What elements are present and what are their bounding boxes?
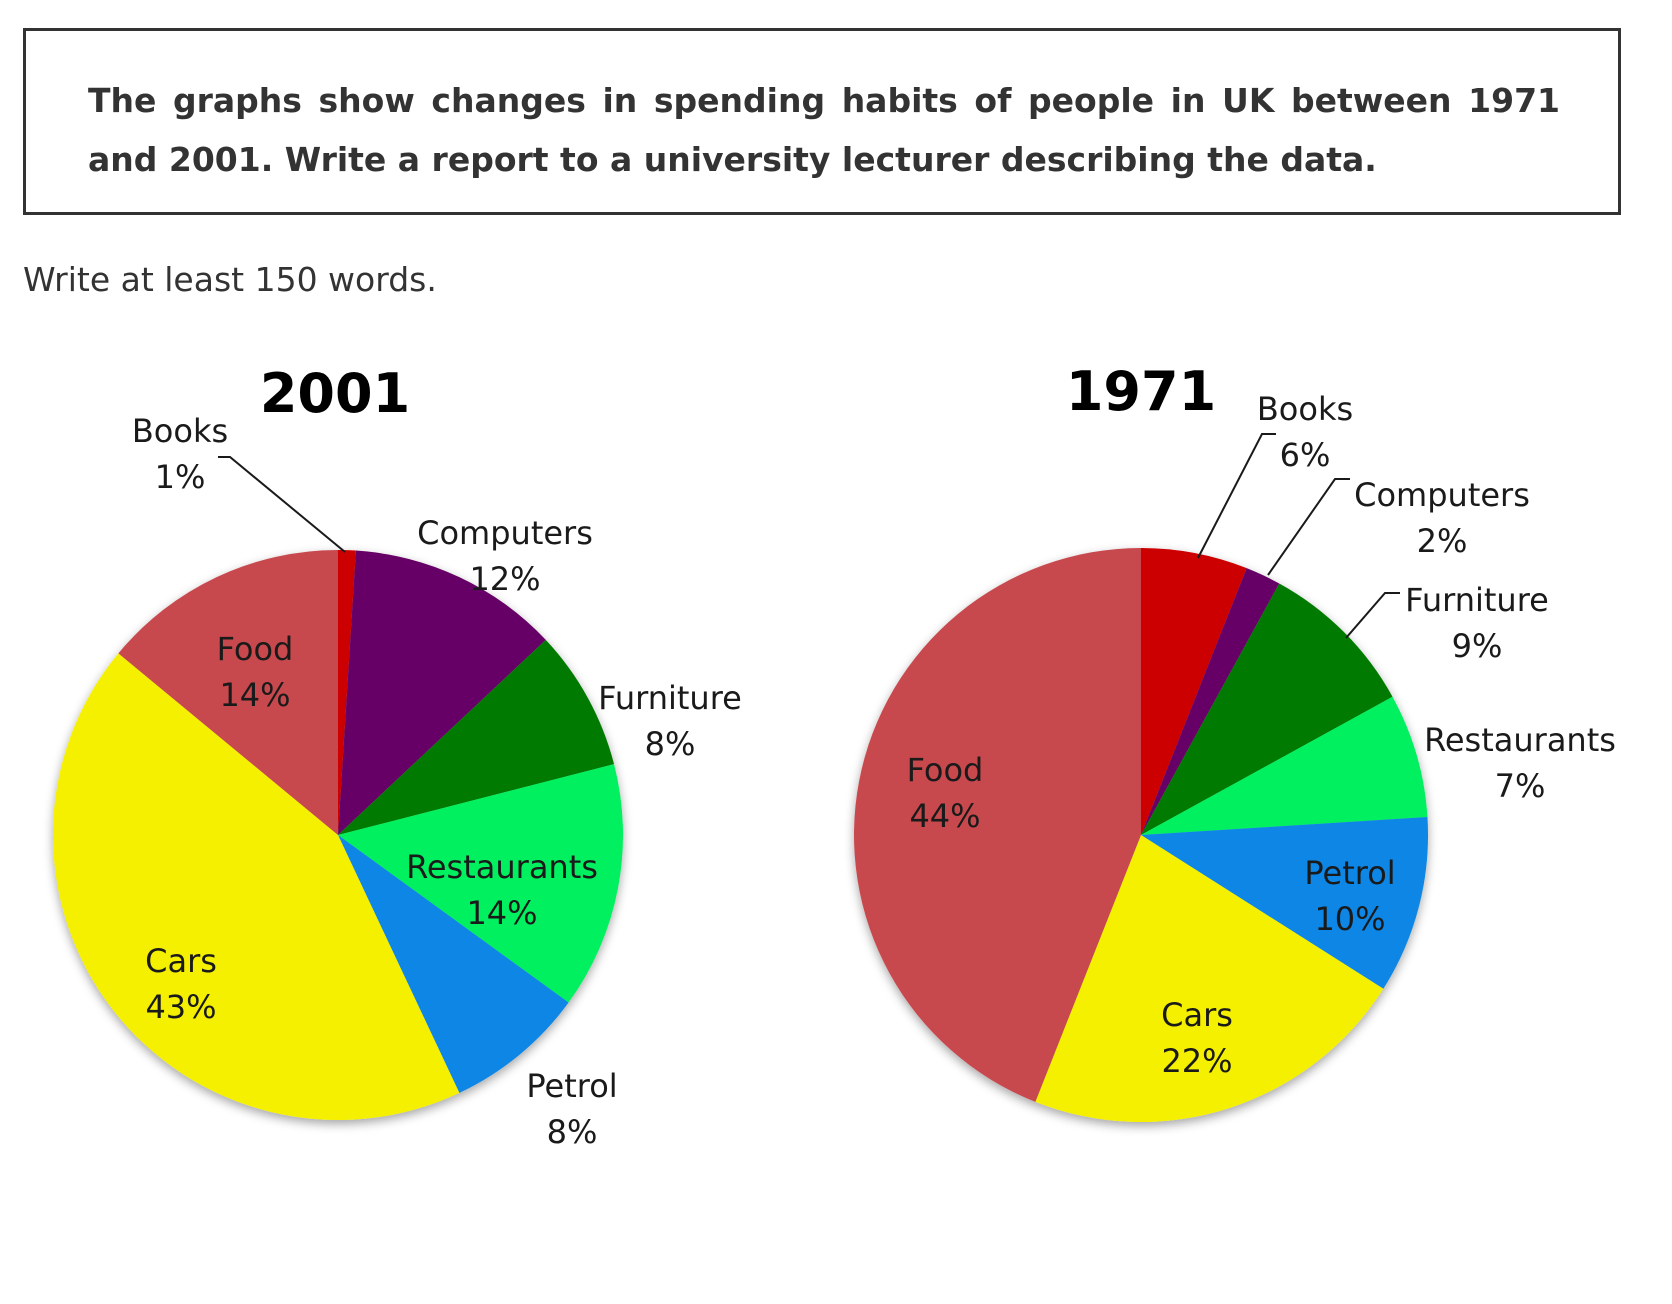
slice-label-computers-1971: Computers — [1354, 476, 1530, 514]
pie-slice-computers-2001 — [338, 550, 546, 835]
pie-slice-restaurants-1971 — [1141, 696, 1428, 835]
slice-value-books-1971: 6% — [1280, 436, 1331, 474]
leader-line-books-2001 — [218, 456, 346, 553]
slice-label-food-1971: Food — [907, 751, 984, 789]
pie-2001-labels: Books 1% Computers 12% Furniture 8% Restaurant… — [132, 412, 742, 1151]
slice-value-computers-2001: 12% — [469, 560, 540, 598]
pie-slice-food-2001 — [118, 550, 339, 835]
pie-slice-petrol-1971 — [1141, 816, 1428, 989]
pie-chart-1971: 1971 Books 6% Computers 2% Furniture 9% Restau… — [853, 360, 1616, 1123]
slice-label-petrol-2001: Petrol — [526, 1067, 617, 1105]
pie-charts: 2001 Books 1% Computers 12% Furniture 8% Resta… — [52, 360, 1616, 1151]
pie-slice-books-2001 — [338, 550, 356, 835]
task-prompt-box: The graphs show changes in spending habi… — [23, 28, 1621, 215]
pie-slice-books-1971 — [1141, 548, 1247, 835]
pie-slice-petrol-2001 — [338, 835, 569, 1093]
pie-2001-leader-lines — [218, 456, 346, 553]
word-count-instruction: Write at least 150 words. — [23, 260, 437, 299]
slice-label-restaurants-1971: Restaurants — [1424, 721, 1616, 759]
leader-line-books-1971 — [1197, 433, 1276, 559]
slice-value-books-2001: 1% — [155, 458, 206, 496]
pie-chart-2001: 2001 Books 1% Computers 12% Furniture 8% Resta… — [52, 362, 742, 1151]
slice-label-restaurants-2001: Restaurants — [406, 848, 598, 886]
slice-label-cars-2001: Cars — [145, 942, 217, 980]
slice-value-cars-2001: 43% — [145, 988, 216, 1026]
slice-label-petrol-1971: Petrol — [1304, 854, 1395, 892]
slice-label-furniture-1971: Furniture — [1405, 581, 1549, 619]
task-prompt-text: The graphs show changes in spending habi… — [88, 81, 1560, 179]
chart-title-1971: 1971 — [1066, 360, 1216, 423]
slice-value-restaurants-1971: 7% — [1495, 767, 1546, 805]
slice-value-food-1971: 44% — [909, 797, 980, 835]
pie-1971-slices — [853, 548, 1428, 1123]
slice-value-furniture-1971: 9% — [1452, 627, 1503, 665]
pie-slice-furniture-1971 — [1141, 583, 1393, 835]
slice-label-computers-2001: Computers — [417, 514, 593, 552]
pie-slice-furniture-2001 — [338, 639, 615, 835]
slice-label-food-2001: Food — [217, 630, 294, 668]
pie-1971-labels: Books 6% Computers 2% Furniture 9% Restaurants… — [907, 390, 1616, 1080]
leader-line-furniture-1971 — [1345, 592, 1400, 639]
slice-label-books-1971: Books — [1257, 390, 1353, 428]
pie-slice-cars-2001 — [52, 653, 460, 1121]
pie-slice-cars-1971 — [1035, 835, 1384, 1123]
pie-1971-leader-lines — [1197, 433, 1400, 639]
slice-value-petrol-2001: 8% — [547, 1113, 598, 1151]
slice-label-books-2001: Books — [132, 412, 228, 450]
slice-label-cars-1971: Cars — [1161, 996, 1233, 1034]
slice-label-furniture-2001: Furniture — [598, 679, 742, 717]
slice-value-food-2001: 14% — [219, 676, 290, 714]
leader-line-computers-1971 — [1267, 478, 1350, 576]
pie-slice-food-1971 — [853, 548, 1141, 1102]
slice-value-restaurants-2001: 14% — [466, 894, 537, 932]
slice-value-computers-1971: 2% — [1417, 522, 1468, 560]
pie-2001-slices — [52, 550, 624, 1121]
chart-title-2001: 2001 — [260, 362, 410, 425]
slice-value-furniture-2001: 8% — [645, 725, 696, 763]
slice-value-petrol-1971: 10% — [1314, 900, 1385, 938]
pie-slice-restaurants-2001 — [338, 764, 624, 1003]
pie-slice-computers-1971 — [1141, 568, 1280, 835]
slice-value-cars-1971: 22% — [1161, 1042, 1232, 1080]
